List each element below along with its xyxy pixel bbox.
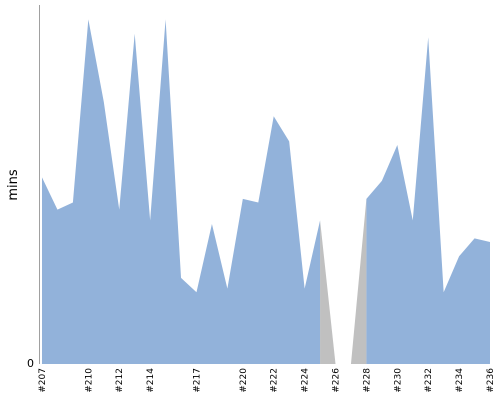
x-ticks: #207 #210 #212 #214 #217 #220 #222 #224 #226 #228… <box>38 368 496 393</box>
area-series-segment <box>366 37 490 365</box>
y-axis-label: mins <box>6 169 21 201</box>
x-tick-label: #207 <box>38 368 48 393</box>
x-tick-label: #212 <box>115 368 125 393</box>
x-tick-label: #210 <box>84 368 94 393</box>
x-tick-label: #234 <box>455 368 465 393</box>
plot-area <box>42 19 490 365</box>
x-tick-label: #217 <box>192 368 202 393</box>
missing-data-marker <box>350 198 367 364</box>
x-tick-label: #224 <box>301 368 311 393</box>
x-tick-label: #214 <box>146 368 156 393</box>
y-tick-label: 0 <box>27 357 34 370</box>
area-series-segment <box>42 19 321 365</box>
missing-data-marker <box>320 220 336 364</box>
y-ticks: 0 <box>27 357 34 370</box>
x-tick-label: #230 <box>393 368 403 393</box>
x-tick-label: #232 <box>424 368 434 393</box>
x-tick-label: #226 <box>332 368 342 393</box>
x-tick-label: #222 <box>270 368 280 393</box>
x-tick-label: #220 <box>239 368 249 393</box>
x-tick-label: #236 <box>486 368 496 393</box>
x-tick-label: #228 <box>362 368 372 393</box>
